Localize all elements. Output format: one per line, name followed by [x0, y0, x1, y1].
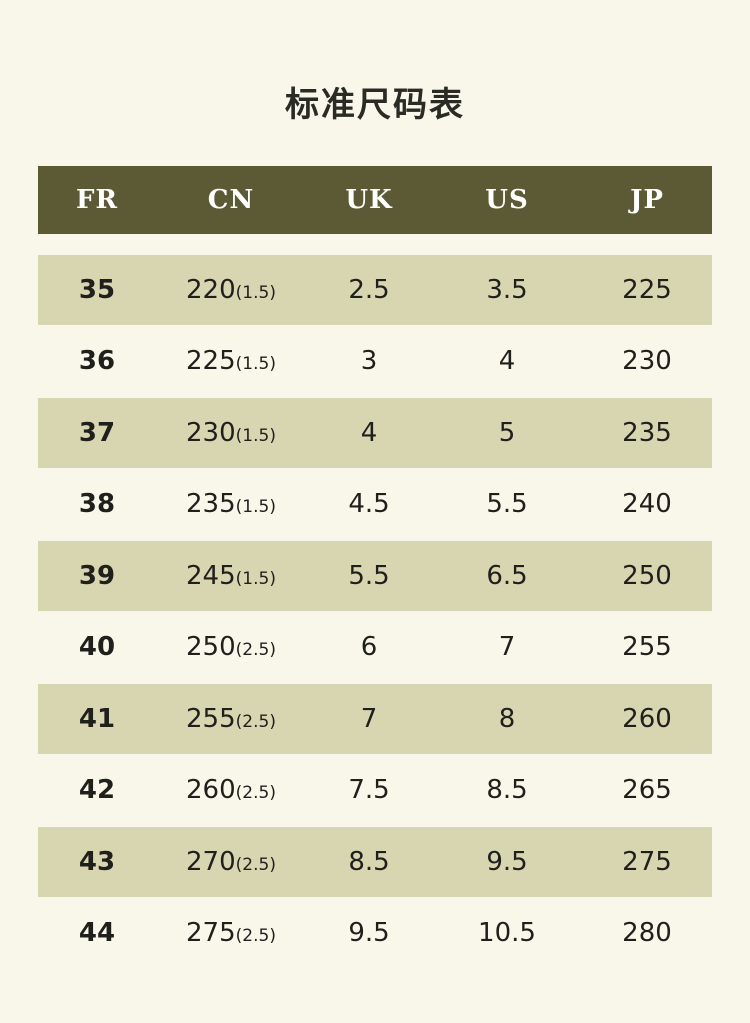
cell-cn-sub: (2.5): [235, 854, 276, 875]
cell-us: 4: [498, 346, 516, 377]
cell-jp: 250: [622, 560, 672, 591]
cell-fr: 43: [78, 846, 116, 877]
cell-uk: 3: [360, 346, 378, 377]
header-fr: FR: [75, 185, 119, 215]
header-cn: CN: [207, 185, 255, 215]
cell-jp: 230: [622, 346, 672, 377]
cell-us: 5.5: [486, 489, 528, 520]
cell-cn-sub: (2.5): [235, 640, 276, 661]
cell-cn: 250(2.5): [156, 632, 306, 662]
cell-cn-value: 250: [186, 632, 236, 663]
header-us: US: [485, 185, 529, 215]
cell-cn: 270(2.5): [156, 847, 306, 877]
cell-jp: 255: [622, 632, 672, 663]
cell-cn: 255(2.5): [156, 704, 306, 734]
table-row: 37 230(1.5) 4 5 235: [38, 398, 712, 468]
cell-fr: 35: [78, 274, 116, 305]
cell-jp: 280: [622, 918, 672, 949]
cell-us: 6.5: [486, 560, 528, 591]
cell-cn-sub: (2.5): [235, 926, 276, 947]
cell-us: 3.5: [486, 274, 528, 305]
table-row: 43 270(2.5) 8.5 9.5 275: [38, 827, 712, 897]
cell-us: 9.5: [486, 846, 528, 877]
size-table-body: 35 220(1.5) 2.5 3.5 225 36 225(1.5) 3 4 230 37 230(…: [38, 255, 712, 970]
cell-cn-value: 275: [186, 918, 236, 949]
cell-jp: 265: [622, 775, 672, 806]
cell-cn: 260(2.5): [156, 775, 306, 805]
table-row: 44 275(2.5) 9.5 10.5 280: [38, 899, 712, 969]
cell-uk: 4.5: [348, 489, 390, 520]
cell-uk: 2.5: [348, 274, 390, 305]
cell-cn-value: 220: [186, 274, 236, 305]
cell-us: 10.5: [478, 918, 536, 949]
table-row: 35 220(1.5) 2.5 3.5 225: [38, 255, 712, 325]
table-row: 40 250(2.5) 6 7 255: [38, 613, 712, 683]
cell-fr: 37: [78, 417, 116, 448]
cell-cn: 220(1.5): [156, 275, 306, 305]
table-row: 38 235(1.5) 4.5 5.5 240: [38, 470, 712, 540]
table-row: 39 245(1.5) 5.5 6.5 250: [38, 541, 712, 611]
cell-cn-value: 245: [186, 560, 236, 591]
cell-cn-value: 230: [186, 417, 236, 448]
cell-cn: 235(1.5): [156, 489, 306, 519]
cell-cn-value: 235: [186, 489, 236, 520]
cell-cn-value: 225: [186, 346, 236, 377]
cell-fr: 40: [78, 632, 116, 663]
cell-cn-sub: (1.5): [235, 497, 276, 518]
cell-fr: 42: [78, 775, 116, 806]
cell-jp: 260: [622, 703, 672, 734]
header-uk: UK: [345, 185, 393, 215]
cell-jp: 275: [622, 846, 672, 877]
cell-uk: 7.5: [348, 775, 390, 806]
cell-us: 8.5: [486, 775, 528, 806]
cell-uk: 6: [360, 632, 378, 663]
cell-cn: 275(2.5): [156, 918, 306, 948]
cell-uk: 7: [360, 703, 378, 734]
cell-fr: 36: [78, 346, 116, 377]
table-row: 41 255(2.5) 7 8 260: [38, 684, 712, 754]
table-row: 42 260(2.5) 7.5 8.5 265: [38, 756, 712, 826]
cell-cn-sub: (1.5): [235, 568, 276, 589]
cell-cn-sub: (1.5): [235, 282, 276, 303]
cell-cn-sub: (2.5): [235, 711, 276, 732]
cell-jp: 235: [622, 417, 672, 448]
cell-cn: 230(1.5): [156, 418, 306, 448]
page-title: 标准尺码表: [285, 85, 465, 125]
cell-us: 7: [498, 632, 516, 663]
cell-cn-value: 255: [186, 703, 236, 734]
cell-cn-value: 270: [186, 846, 236, 877]
cell-uk: 5.5: [348, 560, 390, 591]
cell-cn: 225(1.5): [156, 346, 306, 376]
cell-fr: 44: [78, 918, 116, 949]
header-jp: JP: [630, 185, 664, 215]
cell-us: 5: [498, 417, 516, 448]
table-row: 36 225(1.5) 3 4 230: [38, 327, 712, 397]
cell-jp: 240: [622, 489, 672, 520]
cell-fr: 41: [78, 703, 116, 734]
cell-cn-sub: (2.5): [235, 783, 276, 804]
cell-uk: 8.5: [348, 846, 390, 877]
cell-uk: 9.5: [348, 918, 390, 949]
cell-cn-value: 260: [186, 775, 236, 806]
cell-uk: 4: [360, 417, 378, 448]
cell-fr: 39: [78, 560, 116, 591]
cell-jp: 225: [622, 274, 672, 305]
cell-fr: 38: [78, 489, 116, 520]
cell-cn-sub: (1.5): [235, 354, 276, 375]
cell-us: 8: [498, 703, 516, 734]
size-table-header: FR CN UK US JP: [38, 166, 712, 234]
cell-cn-sub: (1.5): [235, 425, 276, 446]
cell-cn: 245(1.5): [156, 561, 306, 591]
